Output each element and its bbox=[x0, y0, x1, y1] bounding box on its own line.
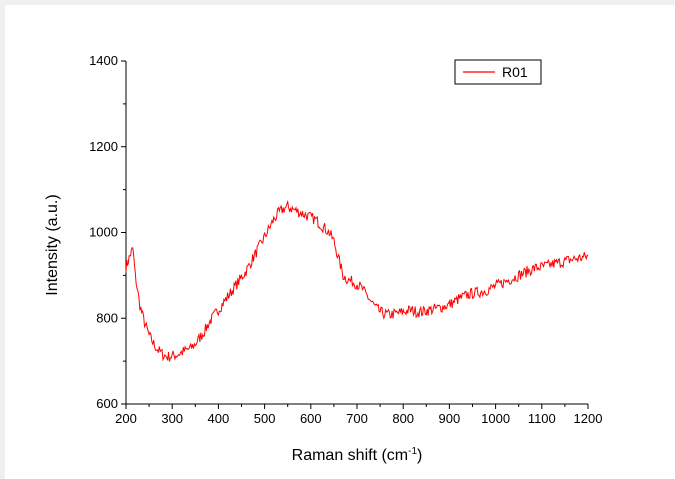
y-tick-label: 1400 bbox=[89, 53, 118, 68]
x-tick-label: 1200 bbox=[574, 411, 603, 426]
x-tick-label: 700 bbox=[346, 411, 368, 426]
x-tick-label: 1100 bbox=[528, 411, 556, 426]
x-tick-label: 900 bbox=[439, 411, 461, 426]
y-axis-title: Intensity (a.u.) bbox=[44, 194, 61, 295]
y-tick-label: 1000 bbox=[89, 225, 118, 240]
x-axis-title-close: ) bbox=[417, 447, 422, 464]
y-tick-label: 600 bbox=[96, 396, 118, 411]
x-tick-label: 1000 bbox=[481, 411, 510, 426]
y-tick-label: 800 bbox=[96, 310, 118, 325]
plot-area bbox=[125, 199, 589, 362]
x-axis-title: Raman shift (cm-1) bbox=[292, 446, 423, 464]
x-axis-title-main: Raman shift (cm bbox=[292, 447, 408, 464]
y-tick-label: 1200 bbox=[89, 139, 118, 154]
x-tick-label: 200 bbox=[115, 411, 137, 426]
chart-frame: 200 300 400 500 600 700 800 900 1000 1100 1200 600 8… bbox=[5, 5, 675, 479]
x-tick-label: 800 bbox=[392, 411, 414, 426]
x-axis-title-sup: -1 bbox=[408, 446, 417, 457]
raman-chart: 200 300 400 500 600 700 800 900 1000 1100 1200 600 8… bbox=[44, 53, 602, 464]
x-tick-label: 300 bbox=[161, 411, 183, 426]
x-tick-label: 600 bbox=[300, 411, 322, 426]
axes: 200 300 400 500 600 700 800 900 1000 1100 1200 600 8… bbox=[89, 53, 602, 426]
series-line-R01 bbox=[125, 199, 589, 362]
x-tick-label: 400 bbox=[208, 411, 230, 426]
legend-label: R01 bbox=[502, 64, 528, 80]
legend: R01 bbox=[454, 59, 542, 85]
x-tick-label: 500 bbox=[254, 411, 276, 426]
